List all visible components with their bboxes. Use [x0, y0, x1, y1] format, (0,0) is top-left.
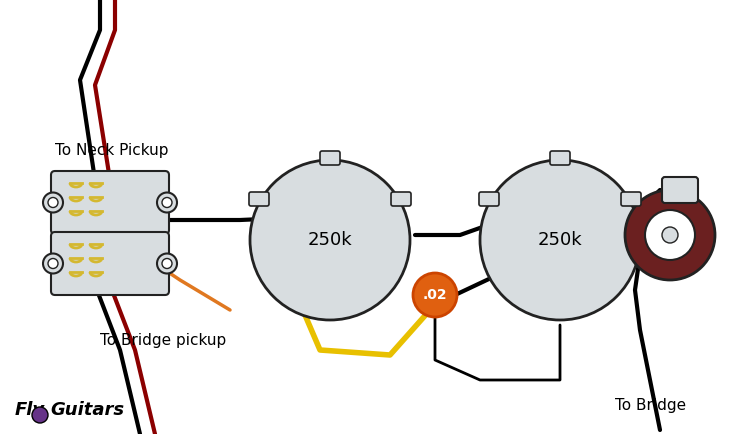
Polygon shape [505, 210, 520, 280]
Circle shape [32, 407, 48, 423]
Text: To Bridge: To Bridge [615, 398, 686, 413]
Polygon shape [275, 210, 290, 280]
FancyBboxPatch shape [550, 151, 570, 165]
FancyBboxPatch shape [621, 192, 641, 206]
Circle shape [250, 160, 410, 320]
Circle shape [48, 197, 58, 207]
FancyBboxPatch shape [662, 177, 698, 203]
Circle shape [662, 227, 678, 243]
Circle shape [645, 210, 695, 260]
Circle shape [162, 259, 172, 269]
Text: 250k: 250k [308, 231, 352, 249]
Circle shape [157, 193, 177, 213]
Text: .02: .02 [423, 288, 447, 302]
FancyBboxPatch shape [479, 192, 499, 206]
Text: Guitars: Guitars [50, 401, 124, 419]
Circle shape [43, 253, 63, 273]
Circle shape [43, 193, 63, 213]
FancyBboxPatch shape [51, 171, 169, 234]
FancyBboxPatch shape [320, 151, 340, 165]
FancyBboxPatch shape [249, 192, 269, 206]
Circle shape [480, 160, 640, 320]
Text: To Bridge pickup: To Bridge pickup [100, 333, 226, 348]
Text: Fly: Fly [15, 401, 45, 419]
Text: To Neck Pickup: To Neck Pickup [55, 143, 169, 158]
Circle shape [157, 253, 177, 273]
FancyBboxPatch shape [51, 232, 169, 295]
FancyBboxPatch shape [391, 192, 411, 206]
Text: 250k: 250k [538, 231, 582, 249]
Circle shape [162, 197, 172, 207]
Circle shape [413, 273, 457, 317]
Circle shape [625, 190, 715, 280]
Circle shape [48, 259, 58, 269]
